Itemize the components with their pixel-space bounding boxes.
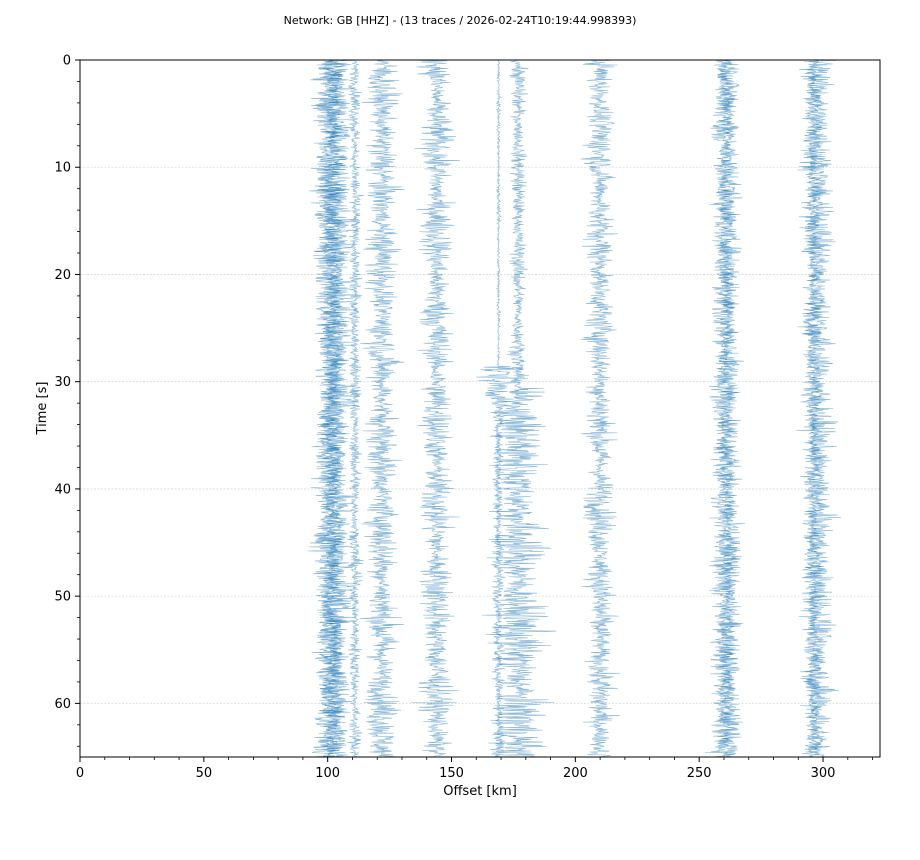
seismic-trace [580, 59, 621, 758]
chart-title: Network: GB [HHZ] - (13 traces / 2026-02… [284, 14, 637, 27]
y-gridlines [80, 166, 880, 704]
seismic-trace [800, 59, 828, 758]
seismic-trace [481, 59, 557, 758]
y-tick-label: 50 [54, 590, 71, 605]
seismic-trace [796, 59, 842, 758]
y-tick-label: 0 [63, 54, 71, 69]
y-tick-label: 40 [54, 482, 71, 497]
y-tick-label: 30 [54, 375, 71, 390]
x-tick-label: 100 [315, 766, 340, 781]
x-tick-label: 250 [687, 766, 712, 781]
x-axis-ticks: 0 50 100 150 200 250 300 [76, 757, 873, 781]
seismic-traces [308, 59, 842, 758]
plot-frame [79, 59, 881, 758]
y-tick-label: 60 [54, 697, 71, 712]
x-tick-label: 300 [811, 766, 836, 781]
x-tick-label: 0 [76, 766, 84, 781]
x-tick-label: 150 [439, 766, 464, 781]
seismic-trace [476, 59, 524, 758]
seismic-trace [410, 59, 460, 758]
seismic-trace [346, 59, 364, 758]
seismic-trace [359, 59, 405, 758]
seismic-trace [317, 59, 359, 758]
x-axis-label: Offset [km] [443, 784, 517, 799]
y-tick-label: 10 [54, 161, 71, 176]
y-tick-label: 20 [54, 268, 71, 283]
y-axis-label: Time [s] [35, 382, 50, 436]
x-tick-label: 200 [563, 766, 588, 781]
y-axis-ticks: 0 10 20 30 40 50 60 [54, 54, 80, 747]
seismic-trace [312, 59, 354, 758]
seismic-trace [711, 59, 746, 758]
x-tick-label: 50 [196, 766, 213, 781]
